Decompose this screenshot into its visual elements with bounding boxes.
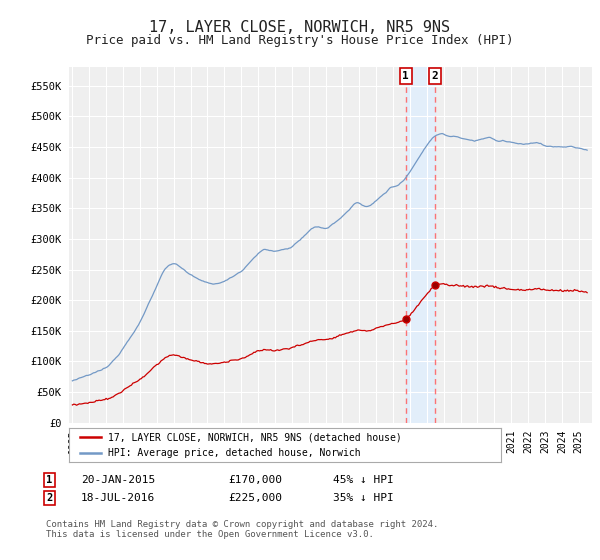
Text: 45% ↓ HPI: 45% ↓ HPI <box>333 475 394 485</box>
Text: 1: 1 <box>46 475 52 485</box>
Text: 18-JUL-2016: 18-JUL-2016 <box>81 493 155 503</box>
Text: HPI: Average price, detached house, Norwich: HPI: Average price, detached house, Norw… <box>108 448 361 458</box>
Text: 17, LAYER CLOSE, NORWICH, NR5 9NS (detached house): 17, LAYER CLOSE, NORWICH, NR5 9NS (detac… <box>108 432 401 442</box>
Text: £225,000: £225,000 <box>228 493 282 503</box>
Text: 2: 2 <box>46 493 52 503</box>
Text: 2: 2 <box>432 71 439 81</box>
Text: £170,000: £170,000 <box>228 475 282 485</box>
Text: Contains HM Land Registry data © Crown copyright and database right 2024.
This d: Contains HM Land Registry data © Crown c… <box>46 520 439 539</box>
Text: 20-JAN-2015: 20-JAN-2015 <box>81 475 155 485</box>
Text: Price paid vs. HM Land Registry's House Price Index (HPI): Price paid vs. HM Land Registry's House … <box>86 34 514 46</box>
Bar <box>406 67 435 423</box>
Text: 1: 1 <box>403 71 409 81</box>
Text: 35% ↓ HPI: 35% ↓ HPI <box>333 493 394 503</box>
Text: 17, LAYER CLOSE, NORWICH, NR5 9NS: 17, LAYER CLOSE, NORWICH, NR5 9NS <box>149 20 451 35</box>
